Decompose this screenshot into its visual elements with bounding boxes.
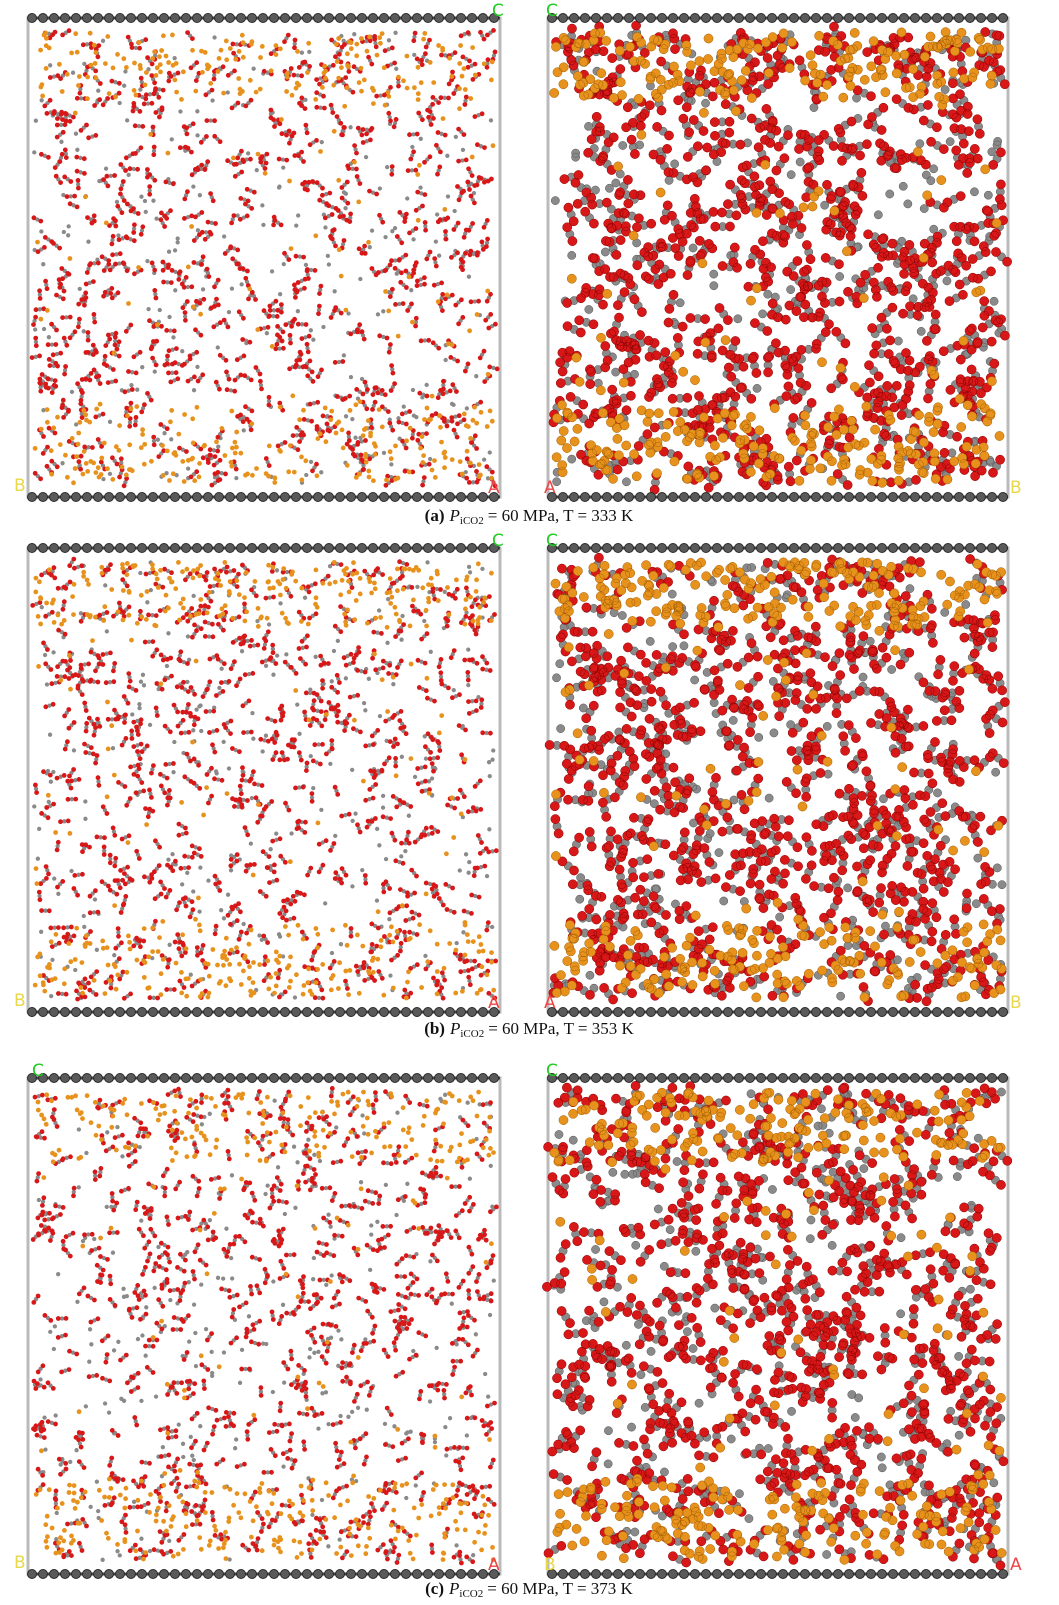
axis-label: C [32,1061,44,1081]
axis-label: B [1010,478,1022,498]
caption-symbol: P [449,1019,460,1038]
axis-label: C [546,1061,558,1081]
axis-label: A [1010,1555,1022,1575]
simulation-panel: C B A [14,531,504,1017]
axis-label: B [14,476,26,496]
graphene-atoms [28,544,499,553]
axis-label: C [546,1,558,21]
graphene-atoms [28,1570,499,1579]
oxygen-atoms [30,557,498,1002]
simulation-panel: C A B [544,531,1022,1017]
cell-frame [28,1078,500,1574]
caption-subscript: iCO2 [460,515,484,527]
axis-label: A [488,478,500,498]
graphene-atoms [28,1008,499,1017]
caption-symbol: P [449,506,460,525]
axis-label: B [14,991,26,1011]
axis-label: A [488,993,500,1013]
axis-label: B [544,1555,556,1575]
caption-subscript: iCO2 [460,1028,484,1040]
simulation-panel: C B A [14,1061,500,1579]
figure: CBACAB(a)PiCO2= 60 MPa, T = 333 KCBACAB(… [0,0,1059,1605]
axis-label: B [14,1553,26,1573]
caption-subscript: iCO2 [459,1588,483,1600]
caption-text: = 60 MPa, T = 353 K [488,1019,634,1038]
caption: (b)PiCO2 = 60 MPa, T = 353 K [424,1019,634,1040]
axis-label: A [488,1555,500,1575]
page: CBACAB(a)PiCO2= 60 MPa, T = 333 KCBACAB(… [0,0,1059,1605]
axis-label: C [492,1,504,21]
caption-text: = 60 MPa, T = 333 K [488,506,634,525]
axis-label: B [1010,993,1022,1013]
axis-label: C [492,531,504,551]
graphene-atoms [28,14,499,23]
axis-label: A [544,478,556,498]
simulation-panel: C B A [14,1,504,502]
caption-text: = 60 MPa, T = 373 K [487,1579,633,1598]
axis-label: A [544,993,556,1013]
caption-symbol: P [448,1579,459,1598]
caption: (c)PiCO2 = 60 MPa, T = 373 K [425,1579,633,1600]
caption-label: (c) [425,1579,444,1598]
caption-label: (a) [425,506,445,525]
caption-label: (b) [424,1019,445,1038]
alkane-atoms [34,1090,496,1563]
simulation-panel: C A B [544,1,1022,502]
axis-label: C [546,531,558,551]
simulation-panel: C B A [542,1061,1022,1579]
graphene-atoms [28,1074,499,1083]
graphene-atoms [28,493,499,502]
caption: (a)PiCO2 = 60 MPa, T = 333 K [425,506,634,527]
